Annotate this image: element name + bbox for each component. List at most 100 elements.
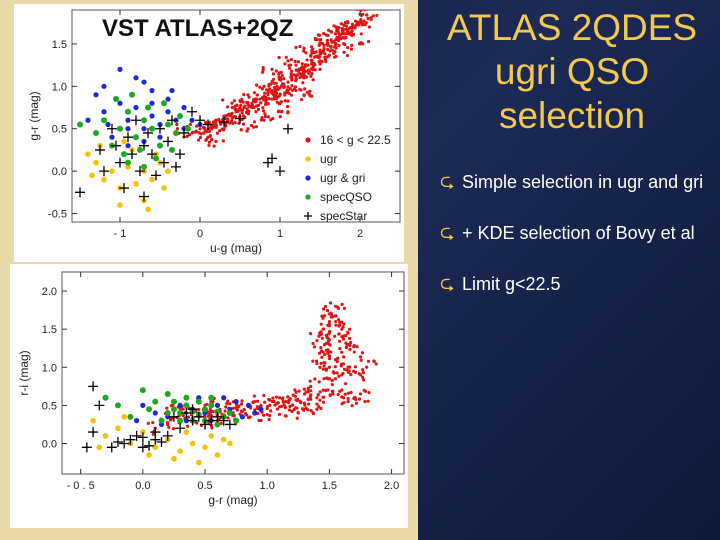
data-point-16-g-22-5	[303, 87, 307, 91]
data-point-16-g-22-5	[195, 421, 199, 425]
data-point-16-g-22-5	[350, 43, 354, 47]
data-point-16-g-22-5	[300, 62, 304, 66]
data-point-ugr-gri	[134, 418, 140, 424]
data-point-16-g-22-5	[284, 91, 289, 95]
data-point-ugr	[183, 429, 190, 435]
data-point-16-g-22-5	[333, 365, 337, 369]
data-point-16-g-22-5	[302, 46, 306, 50]
data-point-specqso	[169, 146, 175, 153]
data-point-16-g-22-5	[247, 95, 251, 99]
x-tick-label: - 1	[114, 228, 127, 240]
data-point-16-g-22-5	[262, 118, 266, 122]
data-point-16-g-22-5	[178, 407, 182, 411]
data-point-16-g-22-5	[342, 23, 346, 27]
data-point-16-g-22-5	[361, 368, 365, 372]
slide-title: ATLAS 2QDES ugri QSO selection	[446, 7, 698, 136]
data-point-specqso	[152, 398, 159, 405]
data-point-16-g-22-5	[283, 405, 287, 410]
data-point-16-g-22-5	[291, 403, 295, 407]
data-point-16-g-22-5	[343, 392, 347, 396]
data-point-16-g-22-5	[188, 122, 193, 127]
data-point-16-g-22-5	[347, 327, 352, 331]
data-point-specqso	[173, 129, 179, 136]
data-point-16-g-22-5	[151, 421, 155, 425]
data-point-16-g-22-5	[262, 98, 266, 102]
data-point-16-g-22-5	[290, 69, 294, 73]
data-point-16-g-22-5	[297, 67, 301, 71]
data-point-ugr-gri	[183, 418, 189, 424]
data-point-16-g-22-5	[374, 362, 378, 366]
data-point-specqso	[129, 91, 135, 98]
y-tick-label: 0.0	[42, 439, 57, 451]
data-point-16-g-22-5	[367, 391, 371, 395]
data-point-16-g-22-5	[309, 45, 314, 49]
data-point-16-g-22-5	[318, 390, 322, 394]
data-point-16-g-22-5	[256, 107, 260, 111]
data-point-16-g-22-5	[342, 50, 346, 55]
data-point-16-g-22-5	[346, 399, 350, 404]
data-point-16-g-22-5	[254, 125, 259, 129]
data-point-specqso	[137, 146, 143, 153]
data-point-specstar	[119, 183, 129, 194]
data-point-specstar	[143, 127, 153, 138]
data-point-16-g-22-5	[342, 42, 346, 46]
curved-arrow-bullet-icon: ⮎	[440, 273, 455, 294]
data-point-specqso	[208, 402, 215, 409]
data-point-16-g-22-5	[207, 140, 212, 144]
data-point-16-g-22-5	[315, 407, 319, 411]
data-point-16-g-22-5	[215, 131, 219, 135]
data-point-16-g-22-5	[302, 392, 307, 396]
data-point-specqso	[185, 125, 191, 132]
data-point-16-g-22-5	[327, 357, 332, 361]
data-point-ugr-gri	[169, 87, 175, 94]
data-point-ugr-gri	[117, 100, 123, 106]
data-point-16-g-22-5	[302, 93, 306, 97]
data-point-16-g-22-5	[309, 384, 313, 388]
data-point-specstar	[75, 187, 85, 198]
data-point-16-g-22-5	[315, 402, 319, 406]
data-point-16-g-22-5	[251, 98, 256, 102]
data-point-16-g-22-5	[321, 307, 326, 311]
data-point-16-g-22-5	[317, 43, 321, 47]
data-point-16-g-22-5	[313, 38, 318, 42]
data-point-16-g-22-5	[308, 379, 312, 383]
data-point-16-g-22-5	[304, 406, 308, 410]
data-point-16-g-22-5	[365, 365, 369, 369]
data-point-specstar	[200, 419, 211, 430]
data-point-ugr-gri	[149, 87, 155, 94]
data-point-16-g-22-5	[308, 89, 312, 93]
data-point-16-g-22-5	[296, 410, 300, 414]
data-point-specqso	[164, 410, 171, 417]
data-point-16-g-22-5	[286, 99, 290, 103]
data-point-16-g-22-5	[248, 104, 252, 109]
data-point-16-g-22-5	[353, 26, 357, 30]
data-point-16-g-22-5	[277, 72, 281, 76]
data-point-specstar	[137, 432, 148, 443]
data-point-16-g-22-5	[298, 44, 302, 49]
data-point-ugr-gri	[133, 75, 139, 81]
data-point-specqso	[114, 402, 121, 409]
data-point-16-g-22-5	[293, 59, 297, 64]
data-point-ugr	[146, 452, 152, 458]
data-point-16-g-22-5	[348, 343, 352, 347]
data-point-ugr	[165, 168, 171, 174]
data-point-specstar	[275, 166, 285, 177]
data-point-16-g-22-5	[334, 319, 338, 324]
x-tick-label: 2	[357, 228, 363, 240]
data-point-16-g-22-5	[281, 82, 286, 86]
y-tick-label: 0.5	[52, 124, 67, 136]
bullet-item: ⮎ Simple selection in ugr and gri	[440, 170, 710, 195]
data-point-16-g-22-5	[267, 397, 271, 402]
data-point-16-g-22-5	[355, 10, 359, 12]
data-point-16-g-22-5	[344, 382, 348, 386]
data-point-16-g-22-5	[296, 60, 301, 64]
data-point-16-g-22-5	[319, 322, 323, 326]
data-point-16-g-22-5	[242, 105, 246, 110]
data-point-specqso	[113, 96, 119, 103]
data-point-16-g-22-5	[341, 30, 345, 34]
data-point-16-g-22-5	[249, 123, 254, 128]
data-point-ugr	[149, 176, 155, 183]
gr-ri-scatter-svg: - 0 . 5 0.0 0.5 1.0 1.5 2.0 0.0 0.5 1.0 1.5 2.0 g-r…	[17, 271, 405, 507]
data-point-16-g-22-5	[305, 58, 309, 62]
data-point-specstar	[123, 132, 133, 143]
